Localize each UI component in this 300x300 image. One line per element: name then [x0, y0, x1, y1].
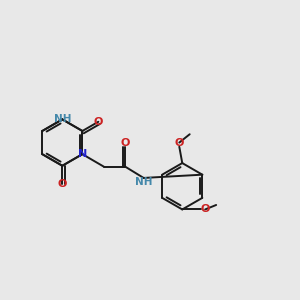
- Text: O: O: [58, 179, 67, 189]
- Text: NH: NH: [54, 114, 71, 124]
- Text: O: O: [200, 204, 210, 214]
- Text: O: O: [94, 117, 103, 127]
- Text: O: O: [175, 138, 184, 148]
- Text: O: O: [121, 138, 130, 148]
- Text: NH: NH: [136, 176, 153, 187]
- Text: N: N: [78, 149, 87, 159]
